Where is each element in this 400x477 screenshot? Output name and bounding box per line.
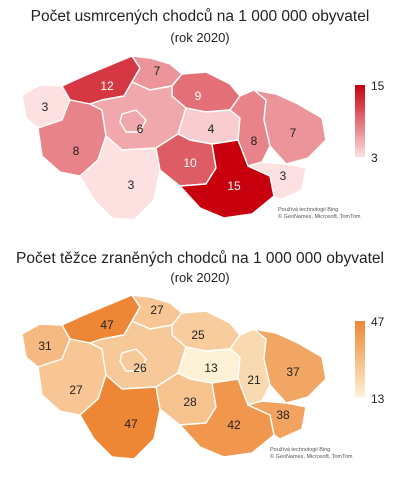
region-moravskoslezsky	[253, 328, 327, 404]
injuries-attribution-line2: © GeoNames, Microsoft, TomTom	[270, 454, 353, 460]
deaths-legend-min: 3	[371, 151, 378, 165]
region-praha	[119, 109, 147, 133]
region-value-ustecky: 12	[100, 79, 114, 93]
injuries-legend-max: 47	[371, 315, 385, 329]
deaths-map-title: Počet usmrcených chodců na 1 000 000 oby…	[30, 8, 370, 25]
region-value-stredocesky: 26	[133, 361, 147, 375]
region-value-pardubicky: 4	[208, 122, 215, 136]
region-moravskoslezsky	[253, 89, 327, 165]
injuries-map-title: Počet těžce zraněných chodců na 1 000 00…	[16, 250, 384, 267]
deaths-attribution-line2: © GeoNames, Microsoft, TomTom	[278, 214, 361, 220]
injuries-map-subtitle: (rok 2020)	[170, 270, 230, 285]
injuries-legend-color-bar	[355, 321, 365, 397]
deaths-map-panel: Počet usmrcených chodců na 1 000 000 oby…	[0, 0, 400, 238]
region-value-stredocesky: 6	[137, 122, 144, 136]
region-zlinsky	[247, 161, 307, 201]
region-value-kralovehradecky: 9	[195, 89, 202, 103]
injuries-choropleth-map: 31 47 27 25 27 26 13 21 37 47 28 42 38	[21, 294, 327, 460]
region-value-vysocina: 10	[183, 156, 197, 170]
region-value-ustecky: 47	[100, 318, 114, 332]
region-value-kralovehradecky: 25	[191, 328, 205, 342]
region-zlinsky	[247, 400, 307, 440]
region-jihomoravsky	[179, 139, 275, 219]
deaths-map-subtitle: (rok 2020)	[170, 30, 230, 45]
region-value-zlinsky: 38	[276, 408, 290, 422]
region-value-karlovarsky: 31	[38, 339, 52, 353]
region-value-liberecky: 27	[150, 303, 164, 317]
region-value-jihocesky: 47	[124, 417, 138, 431]
region-value-pardubicky: 13	[204, 361, 218, 375]
region-jihocesky	[79, 135, 161, 221]
region-value-liberecky: 7	[154, 64, 161, 78]
deaths-legend-color-bar	[355, 85, 365, 157]
region-value-plzensky: 8	[73, 144, 80, 158]
region-value-plzensky: 27	[69, 383, 83, 397]
injuries-attribution-line1: Používá technologii Bing.	[270, 447, 332, 453]
injuries-legend-min: 13	[371, 392, 385, 406]
region-value-zlinsky: 3	[280, 169, 287, 183]
injuries-map-panel: Počet těžce zraněných chodců na 1 000 00…	[0, 238, 400, 477]
region-value-moravskoslezsky: 37	[286, 365, 300, 379]
injuries-map-attribution: Používá technologii Bing. © GeoNames, Mi…	[270, 447, 353, 461]
deaths-choropleth-map: 3 12 7 9 8 6 4 8 7 3 10 15 3	[21, 55, 327, 221]
region-value-karlovarsky: 3	[42, 100, 49, 114]
region-jihomoravsky	[179, 378, 275, 458]
region-value-moravskoslezsky: 7	[290, 126, 297, 140]
region-jihocesky	[79, 374, 161, 460]
deaths-map-attribution: Používá technologii Bing. © GeoNames, Mi…	[278, 207, 361, 221]
deaths-legend-max: 15	[371, 79, 385, 93]
deaths-attribution-line1: Používá technologii Bing.	[278, 207, 340, 213]
region-value-vysocina: 28	[183, 395, 197, 409]
region-value-jihomoravsky: 42	[227, 418, 241, 432]
region-value-olomoucky: 21	[247, 373, 261, 387]
region-value-olomoucky: 8	[251, 134, 258, 148]
region-value-jihomoravsky: 15	[227, 179, 241, 193]
region-praha	[119, 348, 147, 372]
region-value-jihocesky: 3	[128, 178, 135, 192]
